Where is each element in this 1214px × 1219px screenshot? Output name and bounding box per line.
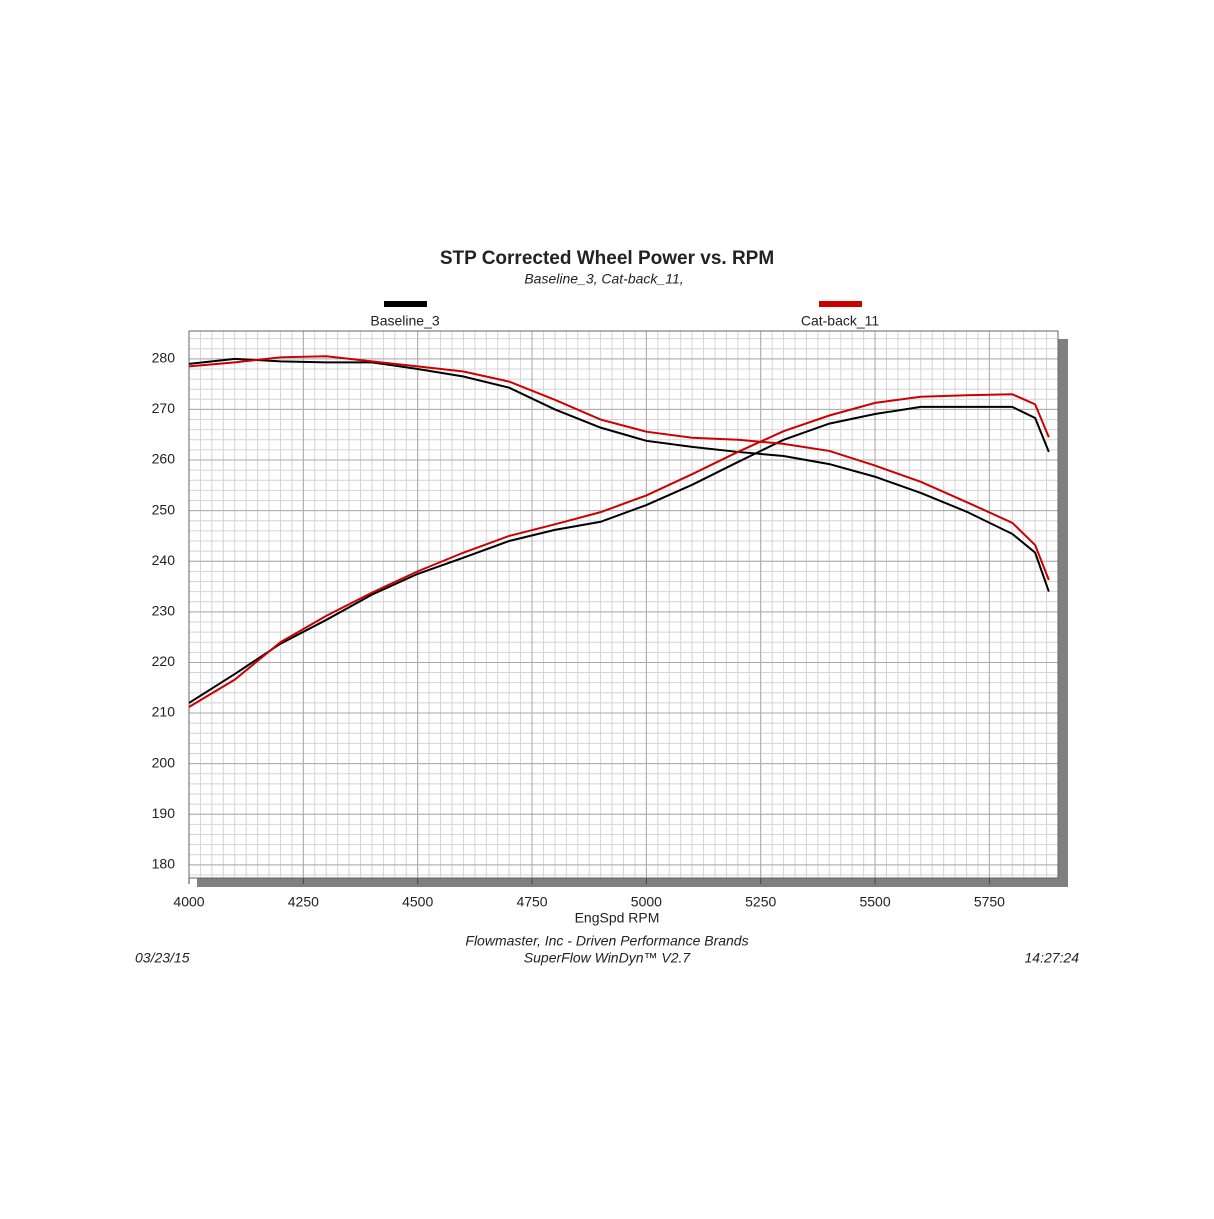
plot-border [188,330,1059,879]
y-tick-label: 190 [152,805,176,821]
shadow [197,878,1068,887]
y-tick-label: 260 [152,451,176,467]
shadow [1058,339,1068,887]
legend-label: Cat-back_11 [801,313,880,329]
y-tick-label: 200 [152,754,176,770]
y-tick-label: 270 [152,400,176,416]
line [188,405,1050,704]
y-tick-label: 250 [152,501,176,517]
y-tick-label: 280 [152,350,176,366]
chart-title: STP Corrected Wheel Power vs. RPM [440,248,774,269]
legend-label: Baseline_3 [370,313,439,329]
y-tick-label: 180 [152,856,176,872]
line [188,393,1050,708]
date: 03/23/15 [135,950,190,966]
line [188,357,1050,592]
x-tick-label: 4250 [288,894,319,910]
chart-subtitle: Baseline_3, Cat-back_11, [524,271,683,287]
x-tick-label: 5500 [859,894,890,910]
x-tick-label: 4000 [173,894,204,910]
line [188,355,1050,581]
x-axis-label: EngSpd RPM [575,910,660,926]
y-tick-label: 220 [152,653,176,669]
y-tick-label: 240 [152,552,176,568]
footer: Flowmaster, Inc - Driven Performance Bra… [465,933,748,949]
x-tick-label: 5250 [745,894,776,910]
time: 14:27:24 [1025,950,1080,966]
x-tick-label: 4500 [402,894,433,910]
footer: SuperFlow WinDyn™ V2.7 [524,950,692,966]
x-tick-label: 5750 [974,894,1005,910]
y-tick-label: 230 [152,603,176,619]
x-tick-label: 5000 [631,894,662,910]
y-tick-label: 210 [152,704,176,720]
x-tick-label: 4750 [516,894,547,910]
